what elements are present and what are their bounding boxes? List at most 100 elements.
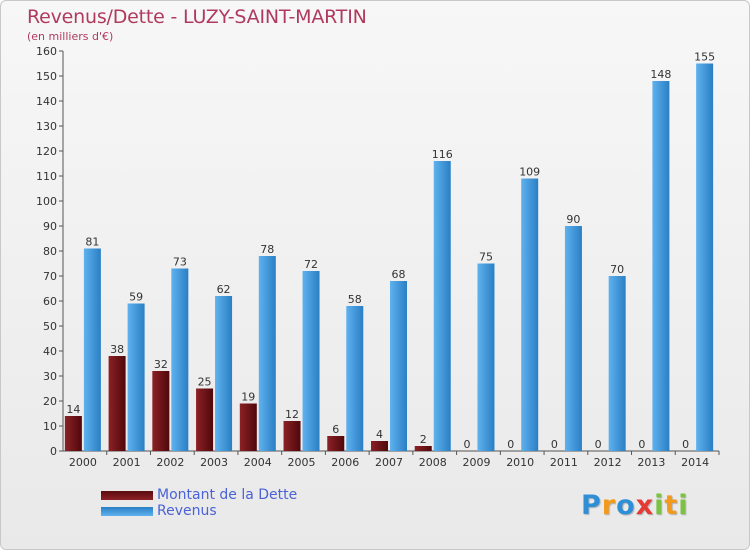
bar-revenus: [477, 263, 495, 451]
data-label-dette: 38: [110, 343, 124, 356]
bar-dette: [196, 388, 214, 451]
data-label-dette: 0: [595, 438, 602, 451]
bar-chart: 0102030405060708090100110120130140150160…: [36, 45, 720, 469]
x-tick-label: 2010: [506, 456, 534, 469]
legend-label-dette: Montant de la Dette: [157, 487, 298, 503]
data-label-revenus: 81: [85, 236, 99, 249]
data-label-dette: 0: [507, 438, 514, 451]
logo-letter: i: [678, 490, 689, 521]
data-label-dette: 0: [551, 438, 558, 451]
y-tick-label: 100: [36, 195, 57, 208]
y-tick-label: 60: [43, 295, 57, 308]
bar-revenus: [564, 226, 582, 451]
proxiti-logo: Proxiti: [581, 490, 689, 521]
data-label-revenus: 62: [217, 283, 231, 296]
data-label-revenus: 73: [173, 256, 187, 269]
bar-dette: [239, 403, 257, 451]
x-tick-label: 2008: [419, 456, 447, 469]
data-label-dette: 2: [420, 433, 427, 446]
chart-subtitle: (en milliers d'€): [27, 30, 114, 43]
data-label-revenus: 59: [129, 291, 143, 304]
bar-revenus: [346, 306, 364, 451]
bar-dette: [414, 446, 432, 451]
data-label-revenus: 109: [519, 166, 540, 179]
x-tick-label: 2004: [244, 456, 272, 469]
data-label-dette: 25: [198, 376, 212, 389]
y-tick-label: 80: [43, 245, 57, 258]
bar-dette: [64, 416, 82, 451]
bar-revenus: [521, 178, 539, 451]
x-tick-label: 2000: [69, 456, 97, 469]
bar-dette: [371, 441, 388, 451]
x-tick-label: 2014: [681, 456, 709, 469]
bar-dette: [327, 436, 345, 451]
bar-revenus: [171, 268, 189, 451]
x-tick-label: 2002: [156, 456, 184, 469]
bar-revenus: [215, 296, 233, 451]
bar-revenus: [608, 276, 626, 451]
data-label-revenus: 116: [432, 148, 453, 161]
y-tick-label: 0: [50, 445, 57, 458]
y-tick-label: 50: [43, 320, 57, 333]
bar-revenus: [696, 63, 714, 451]
data-label-dette: 19: [241, 391, 255, 404]
legend-swatch-dette: [101, 491, 153, 500]
bar-revenus: [302, 271, 320, 451]
y-tick-label: 140: [36, 95, 57, 108]
y-tick-label: 130: [36, 120, 57, 133]
x-tick-label: 2003: [200, 456, 228, 469]
y-tick-label: 120: [36, 145, 57, 158]
x-tick-label: 2006: [331, 456, 359, 469]
x-tick-label: 2009: [462, 456, 490, 469]
bar-revenus: [83, 248, 101, 451]
y-tick-label: 10: [43, 420, 57, 433]
data-label-revenus: 75: [479, 251, 493, 264]
y-tick-label: 70: [43, 270, 57, 283]
bar-revenus: [390, 281, 407, 451]
logo-letter: o: [616, 490, 636, 521]
data-label-dette: 12: [285, 408, 299, 421]
legend-label-revenus: Revenus: [157, 503, 217, 519]
x-tick-label: 2011: [550, 456, 578, 469]
data-label-dette: 6: [332, 423, 339, 436]
data-label-revenus: 78: [260, 243, 274, 256]
data-label-revenus: 90: [566, 213, 580, 226]
data-label-dette: 0: [682, 438, 689, 451]
logo-letter: r: [601, 490, 617, 521]
data-label-revenus: 68: [392, 268, 406, 281]
data-label-revenus: 148: [650, 68, 671, 81]
y-tick-label: 150: [36, 70, 57, 83]
x-tick-label: 2007: [375, 456, 403, 469]
x-tick-label: 2005: [288, 456, 316, 469]
data-label-dette: 14: [66, 403, 80, 416]
data-label-dette: 4: [376, 428, 383, 441]
data-label-revenus: 72: [304, 258, 318, 271]
x-tick-label: 2013: [637, 456, 665, 469]
bar-revenus: [433, 161, 451, 451]
y-tick-label: 40: [43, 345, 57, 358]
y-tick-label: 20: [43, 395, 57, 408]
y-tick-label: 110: [36, 170, 57, 183]
bar-dette: [108, 356, 126, 451]
chart-title: Revenus/Dette - LUZY-SAINT-MARTIN: [27, 6, 367, 28]
data-label-dette: 0: [463, 438, 470, 451]
bar-revenus: [652, 81, 670, 451]
x-tick-label: 2001: [113, 456, 141, 469]
data-label-revenus: 58: [348, 293, 362, 306]
y-tick-label: 90: [43, 220, 57, 233]
bar-dette: [283, 421, 301, 451]
bar-dette: [152, 371, 170, 451]
y-tick-label: 160: [36, 45, 57, 58]
x-tick-label: 2012: [594, 456, 622, 469]
logo-letter: x: [635, 490, 655, 521]
y-tick-label: 30: [43, 370, 57, 383]
legend-swatch-revenus: [101, 507, 153, 516]
data-label-revenus: 155: [694, 51, 715, 64]
bar-revenus: [258, 256, 276, 451]
data-label-dette: 0: [638, 438, 645, 451]
data-label-dette: 32: [154, 358, 168, 371]
logo-letter: t: [664, 490, 679, 521]
logo-letter: P: [581, 490, 602, 521]
data-label-revenus: 70: [610, 263, 624, 276]
